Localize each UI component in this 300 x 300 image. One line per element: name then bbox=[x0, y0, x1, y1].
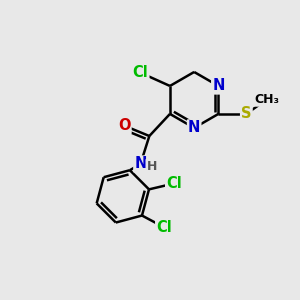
Text: Cl: Cl bbox=[156, 220, 172, 235]
Text: O: O bbox=[118, 118, 130, 133]
Text: N: N bbox=[212, 79, 225, 94]
Text: Cl: Cl bbox=[166, 176, 182, 191]
Text: Cl: Cl bbox=[133, 65, 148, 80]
Text: N: N bbox=[134, 157, 147, 172]
Text: S: S bbox=[241, 106, 252, 122]
Text: H: H bbox=[146, 160, 157, 173]
Text: N: N bbox=[188, 120, 200, 135]
Text: CH₃: CH₃ bbox=[254, 93, 280, 106]
